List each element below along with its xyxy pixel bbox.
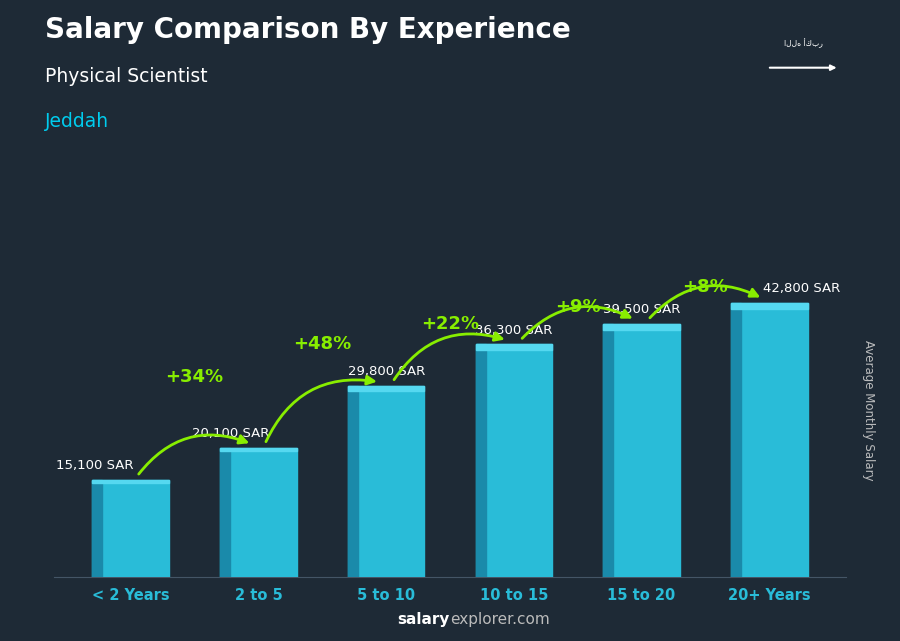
Text: salary: salary — [398, 612, 450, 627]
Bar — [603, 324, 680, 330]
Text: 39,500 SAR: 39,500 SAR — [603, 303, 680, 316]
Text: +34%: +34% — [166, 368, 223, 386]
Bar — [475, 344, 553, 350]
Bar — [93, 480, 103, 577]
Bar — [347, 386, 425, 390]
Text: 36,300 SAR: 36,300 SAR — [475, 324, 553, 337]
Bar — [220, 448, 230, 577]
Text: +22%: +22% — [421, 315, 479, 333]
Text: Salary Comparison By Experience: Salary Comparison By Experience — [45, 16, 571, 44]
Text: 15,100 SAR: 15,100 SAR — [56, 460, 133, 472]
Bar — [93, 480, 169, 483]
Text: +8%: +8% — [682, 278, 728, 296]
Bar — [475, 344, 553, 577]
Bar — [603, 324, 680, 577]
Text: Physical Scientist: Physical Scientist — [45, 67, 208, 87]
Text: explorer.com: explorer.com — [450, 612, 550, 627]
Bar — [475, 344, 485, 577]
Text: +48%: +48% — [293, 335, 351, 353]
Bar — [220, 448, 297, 451]
Text: Jeddah: Jeddah — [45, 112, 109, 131]
Bar — [731, 303, 741, 577]
Bar — [93, 480, 169, 577]
Bar — [347, 386, 425, 577]
Bar — [347, 386, 358, 577]
Text: 29,800 SAR: 29,800 SAR — [347, 365, 425, 378]
Text: 42,800 SAR: 42,800 SAR — [762, 282, 840, 295]
Bar — [731, 303, 807, 577]
Bar — [220, 448, 297, 577]
Text: Average Monthly Salary: Average Monthly Salary — [862, 340, 875, 481]
Text: +9%: +9% — [555, 298, 600, 316]
Bar — [731, 303, 807, 310]
Bar — [603, 324, 613, 577]
Text: الله أكبر: الله أكبر — [784, 38, 823, 47]
Text: 20,100 SAR: 20,100 SAR — [192, 428, 269, 440]
